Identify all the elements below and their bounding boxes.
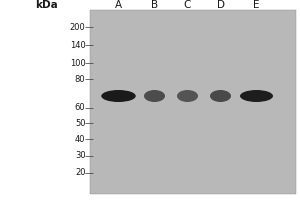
Text: 30: 30 <box>75 152 86 160</box>
Text: E: E <box>253 0 260 10</box>
Text: kDa: kDa <box>35 0 58 10</box>
Text: 100: 100 <box>70 58 86 68</box>
Text: 200: 200 <box>70 22 86 31</box>
Text: D: D <box>217 0 224 10</box>
Text: 60: 60 <box>75 103 86 112</box>
Ellipse shape <box>210 90 231 102</box>
Text: 20: 20 <box>75 168 86 177</box>
Text: A: A <box>115 0 122 10</box>
Text: 50: 50 <box>75 119 86 128</box>
FancyBboxPatch shape <box>90 10 296 194</box>
Text: 140: 140 <box>70 40 86 49</box>
Text: B: B <box>151 0 158 10</box>
Text: C: C <box>184 0 191 10</box>
Text: 80: 80 <box>75 74 86 84</box>
Text: 40: 40 <box>75 135 86 144</box>
Ellipse shape <box>144 90 165 102</box>
Ellipse shape <box>240 90 273 102</box>
Ellipse shape <box>177 90 198 102</box>
Ellipse shape <box>101 90 136 102</box>
